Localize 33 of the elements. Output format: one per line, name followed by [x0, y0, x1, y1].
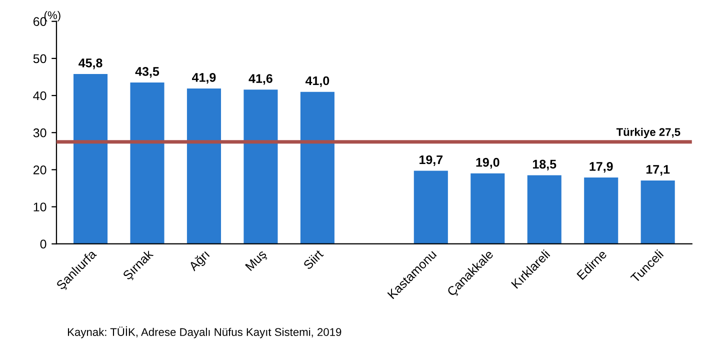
y-tick-label: 60: [33, 17, 46, 26]
data-label: 41,0: [305, 76, 330, 87]
y-axis-title: (%): [44, 11, 60, 22]
data-label: 19,7: [420, 155, 443, 166]
y-tick-label: 40: [33, 91, 46, 100]
data-label: 19,0: [476, 158, 500, 169]
text: Kaynak: TÜİK, Adrese Dayalı Nüfus Kayıt Sistemi, 2019: [68, 326, 342, 338]
bar: [584, 177, 618, 244]
y-tick-label: 20: [33, 165, 46, 174]
data-label: 41,6: [248, 74, 272, 85]
y-tick-label: 0: [40, 240, 46, 249]
bar: [527, 175, 562, 244]
x-tick-label: Muş: [245, 249, 269, 273]
bar: [470, 173, 505, 244]
bar: [300, 92, 334, 244]
bar: [640, 180, 675, 244]
data-label: 41,9: [192, 72, 216, 84]
data-label: 17,9: [590, 162, 613, 173]
y-tick-label: 50: [33, 54, 46, 64]
data-label: 17,1: [646, 165, 670, 176]
bar: [130, 82, 164, 244]
y-tick-label: 10: [34, 202, 46, 212]
bar: [74, 74, 108, 244]
y-tick-label: 30: [33, 128, 46, 138]
x-tick-label: Siirt: [302, 248, 324, 270]
bar: [186, 88, 222, 244]
data-label: 43,5: [135, 67, 160, 78]
bar: [244, 90, 278, 244]
x-tick-label: Ağrı: [188, 250, 212, 274]
bar: [414, 170, 448, 244]
data-label: 18,5: [533, 160, 556, 170]
ref-line-label: Türkiye 27,5: [616, 128, 680, 138]
data-label: 45,8: [78, 58, 102, 70]
